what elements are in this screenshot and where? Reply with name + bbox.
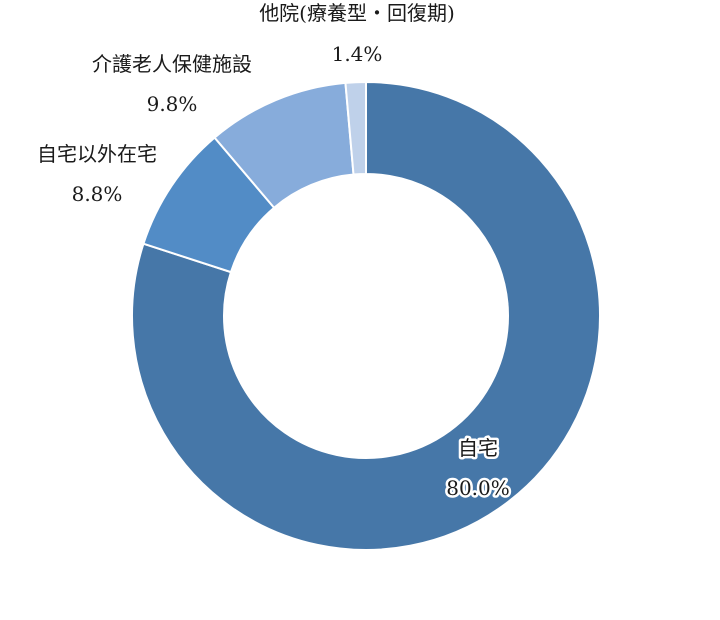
slice-label-jitaku-igai-value: 8.8% [72,182,123,206]
donut-slice-jitaku [131,80,601,551]
slice-label-jitaku-name: 自宅 [458,436,498,460]
donut-slices [131,80,601,551]
slice-label-rouken-name: 介護老人保健施設 [92,52,252,76]
slice-label-jitaku-igai-name: 自宅以外在宅 [37,142,157,166]
slice-label-jitaku-value: 80.0% [446,476,510,500]
slice-label-tain-value: 1.4% [332,42,383,66]
slice-label-tain-name: 他院(療養型・回復期) [259,1,455,25]
donut-slice-tain [344,80,367,176]
slice-label-rouken-value: 9.8% [147,92,198,116]
slice-labels: 自宅 80.0% 自宅以外在宅 8.8% 介護老人保健施設 9.8% 他院(療養… [37,1,512,503]
